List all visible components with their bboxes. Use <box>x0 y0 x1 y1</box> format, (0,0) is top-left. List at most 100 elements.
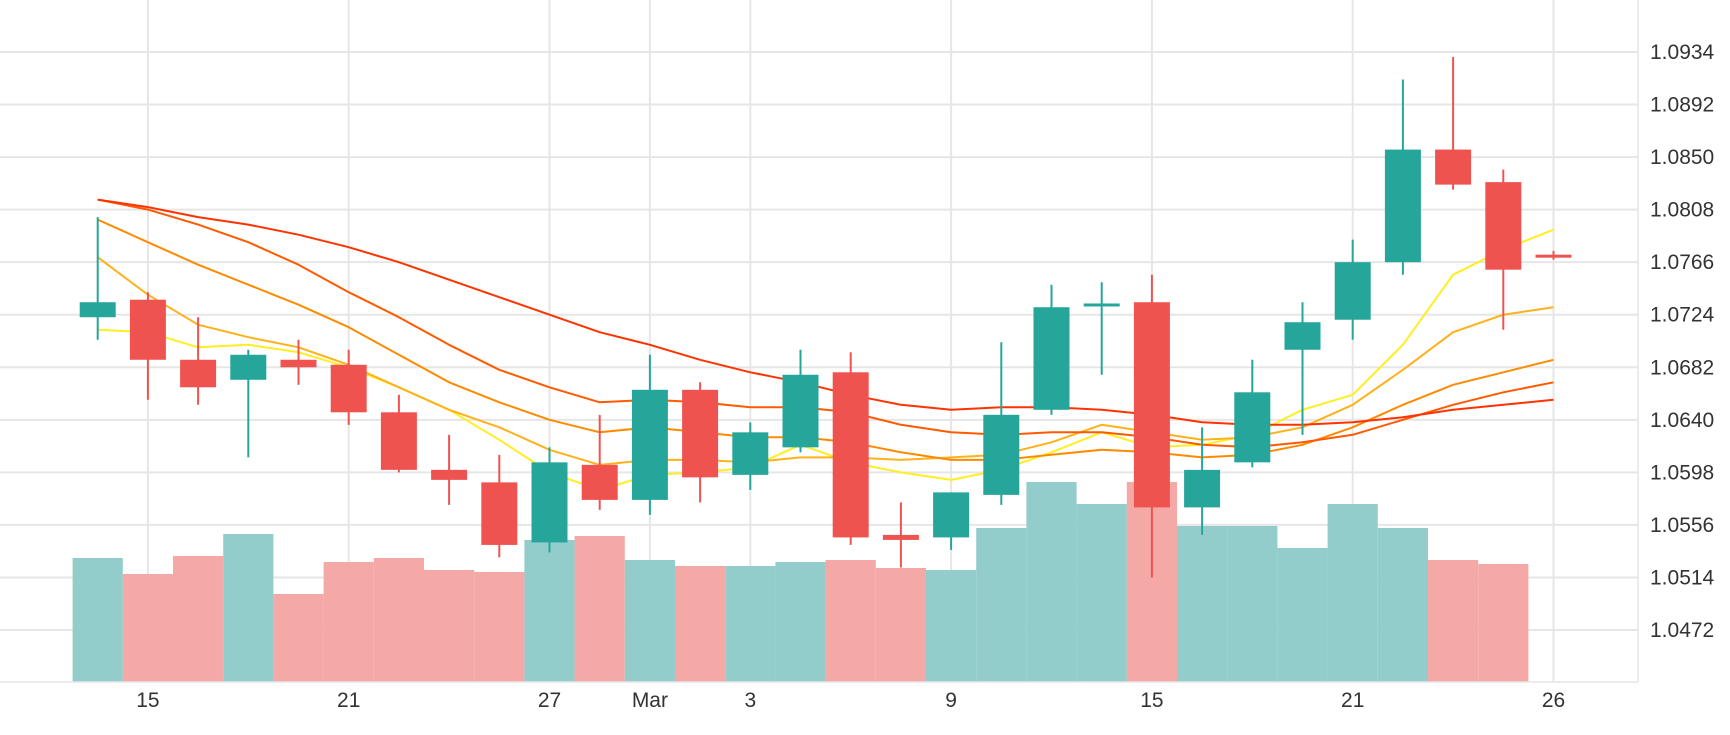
candle <box>1384 79 1421 275</box>
price-tick-label: 1.0556 <box>1650 514 1714 537</box>
candle-body <box>1184 469 1221 508</box>
candle <box>531 447 568 553</box>
candle-body <box>732 432 769 475</box>
candle <box>1234 359 1271 468</box>
candle-body <box>1033 307 1070 410</box>
candle-body <box>330 364 367 413</box>
volume-layer <box>72 482 1529 682</box>
price-tick-label: 1.0514 <box>1650 566 1715 589</box>
candle <box>1535 250 1572 260</box>
volume-bar <box>373 558 424 682</box>
candle <box>1435 57 1472 190</box>
moving-average-layer <box>97 198 1554 491</box>
date-tick-label: 26 <box>1542 689 1565 712</box>
price-tick-label: 1.0892 <box>1650 94 1714 117</box>
candle <box>230 349 267 458</box>
volume-bar <box>976 528 1027 682</box>
candle <box>1083 282 1120 375</box>
volume-bar <box>1377 528 1428 682</box>
volume-bar <box>675 566 726 682</box>
candle-body <box>1284 322 1321 350</box>
price-tick-label: 1.0934 <box>1650 41 1715 64</box>
candle <box>1184 427 1221 535</box>
volume-bar <box>1327 504 1378 682</box>
candle <box>983 342 1020 505</box>
volume-bar <box>524 540 575 682</box>
candle <box>832 352 869 545</box>
volume-bar <box>323 562 374 682</box>
candle-body <box>79 302 116 318</box>
candle-body <box>481 482 518 545</box>
candle-body <box>1083 303 1120 307</box>
volume-bar <box>1076 504 1127 682</box>
price-tick-label: 1.0808 <box>1650 199 1714 222</box>
candle-body <box>983 414 1020 495</box>
candle <box>1284 302 1321 435</box>
axis-layer: 1.0472 1.0514 1.0556 1.0598 1.0640 1.0682 1.07… <box>0 0 1715 712</box>
candle-body <box>380 412 417 470</box>
date-tick-label: 9 <box>945 689 957 712</box>
volume-bar <box>875 568 926 682</box>
volume-bar <box>1177 526 1228 682</box>
candle-body <box>882 534 919 540</box>
candle-body <box>631 389 668 500</box>
candle <box>129 292 166 400</box>
candle-body <box>1485 182 1522 270</box>
candle-body <box>933 492 970 538</box>
volume-bar <box>725 566 776 682</box>
volume-bar <box>1026 482 1077 682</box>
candle-body <box>1133 302 1170 508</box>
date-tick-label: 3 <box>744 689 756 712</box>
candle-body <box>682 389 719 478</box>
volume-bar <box>926 570 977 682</box>
candle <box>280 339 317 385</box>
date-tick-label: 15 <box>136 689 159 712</box>
candle-body <box>581 464 618 500</box>
price-tick-label: 1.0472 <box>1650 619 1714 642</box>
volume-bar <box>122 574 173 682</box>
candle <box>1334 239 1371 340</box>
volume-bar <box>1227 526 1278 682</box>
price-tick-label: 1.0766 <box>1650 251 1714 274</box>
volume-bar <box>775 562 826 682</box>
candle <box>1133 274 1170 578</box>
candle-body <box>129 299 166 360</box>
candle <box>481 454 518 558</box>
moving-average-line <box>97 198 1554 449</box>
candle-body <box>431 469 468 480</box>
volume-bar <box>574 536 625 682</box>
candle-body <box>782 374 819 448</box>
price-tick-label: 1.0724 <box>1650 304 1715 327</box>
candle <box>1033 284 1070 415</box>
price-tick-label: 1.0850 <box>1650 146 1714 169</box>
candle <box>431 434 468 505</box>
candle <box>380 394 417 473</box>
volume-bar <box>223 534 274 682</box>
moving-average-line <box>97 198 1554 426</box>
price-tick-label: 1.0598 <box>1650 461 1714 484</box>
candle <box>732 422 769 490</box>
volume-bar <box>825 560 876 682</box>
candle <box>782 349 819 453</box>
volume-bar <box>72 558 123 682</box>
candle <box>682 382 719 503</box>
volume-bar <box>1277 548 1328 682</box>
candle <box>933 492 970 550</box>
volume-bar <box>1428 560 1479 682</box>
candle <box>330 349 367 425</box>
candle <box>79 217 116 340</box>
candle-body <box>230 354 267 380</box>
candle-layer <box>79 57 1572 578</box>
candle-body <box>1234 392 1271 463</box>
date-tick-label: Mar <box>632 689 668 712</box>
date-tick-label: 15 <box>1140 689 1163 712</box>
candle-body <box>1535 254 1572 258</box>
date-tick-label: 27 <box>538 689 561 712</box>
candle <box>180 317 217 405</box>
price-tick-label: 1.0682 <box>1650 356 1714 379</box>
candle-body <box>832 372 869 538</box>
candle <box>631 354 668 515</box>
volume-bar <box>624 560 675 682</box>
date-tick-label: 21 <box>337 689 360 712</box>
candle-body <box>180 359 217 388</box>
